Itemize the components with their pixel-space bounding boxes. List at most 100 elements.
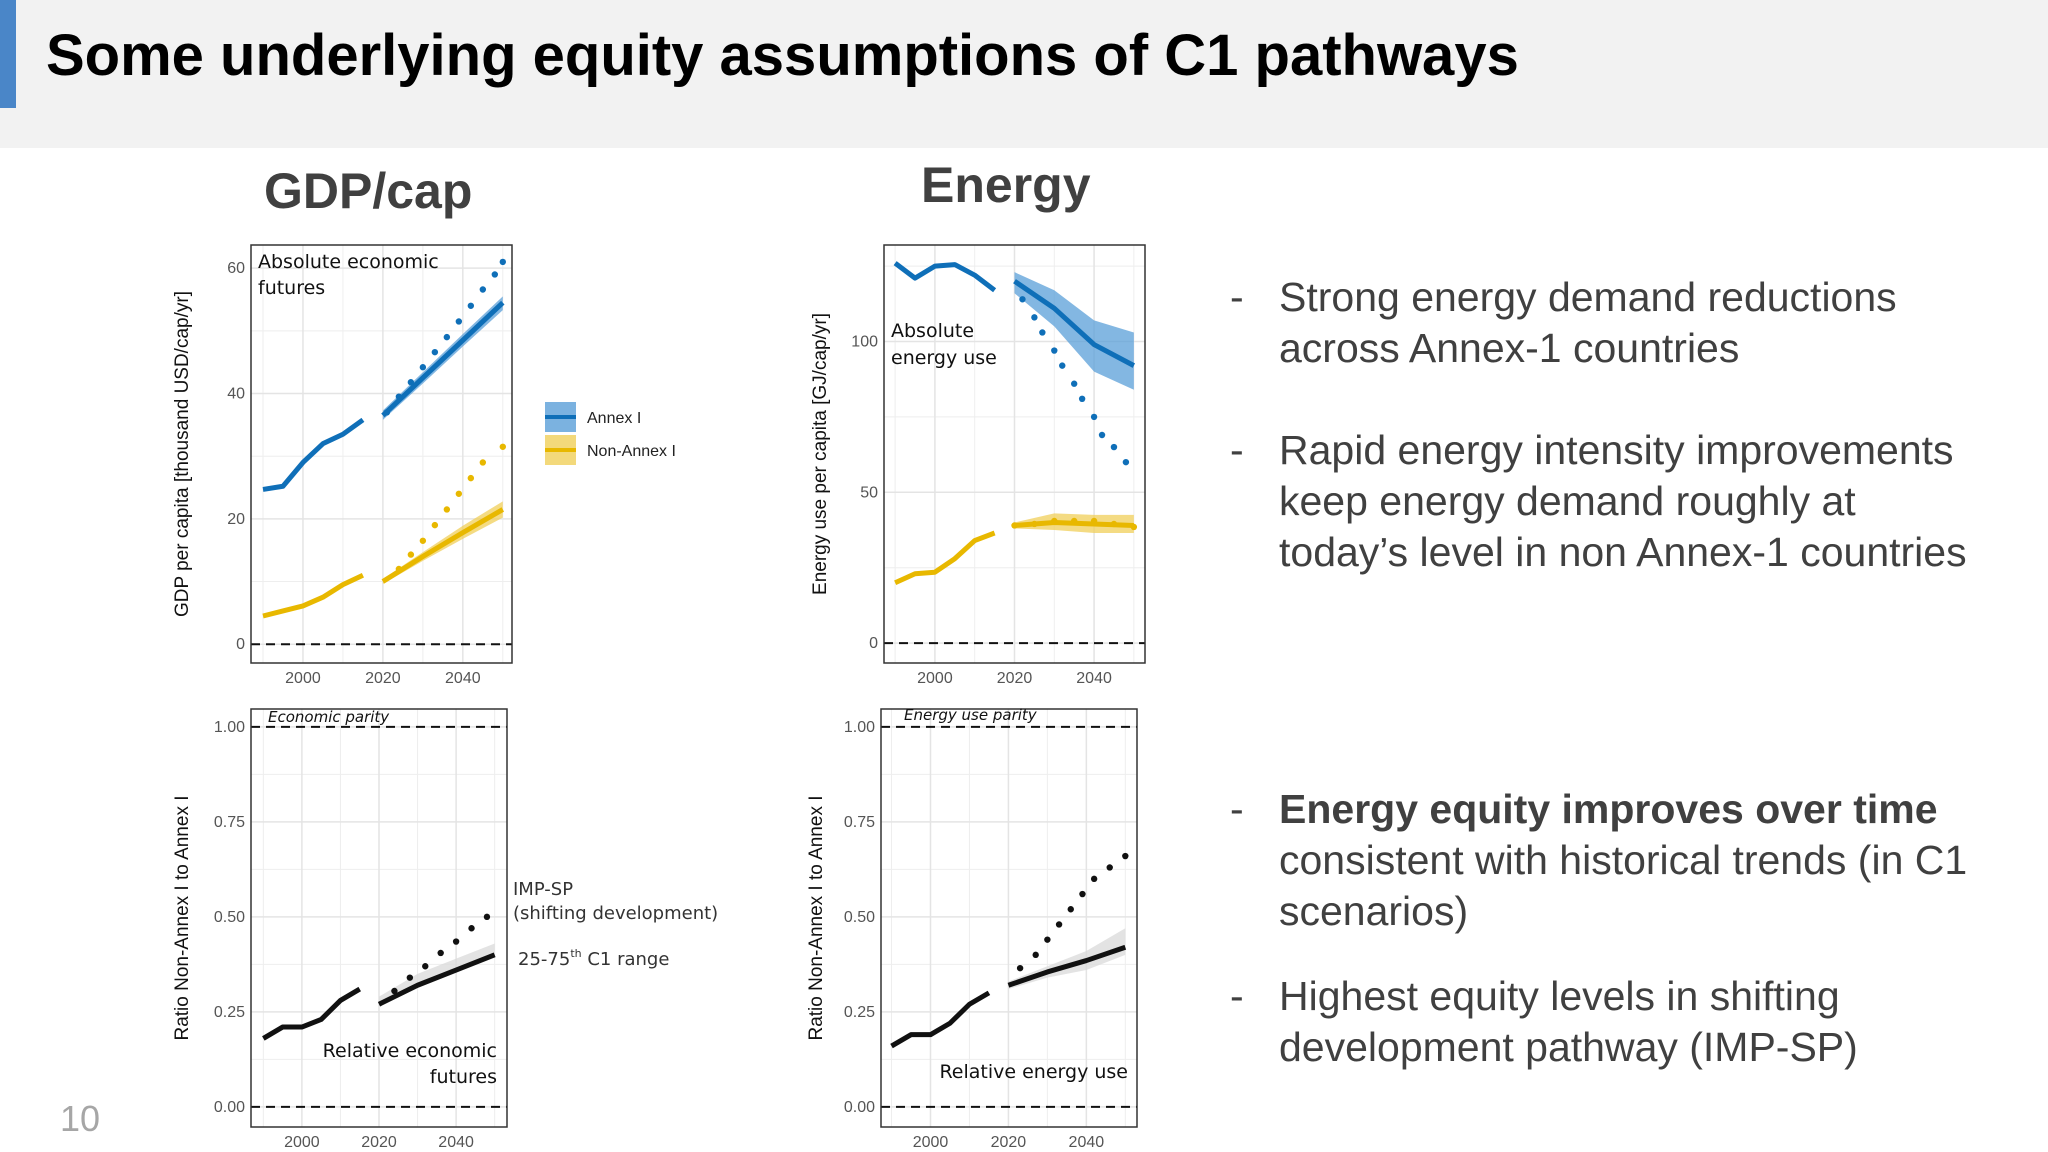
- page-number: 10: [60, 1098, 101, 1139]
- y-tick-label: 0.00: [214, 1099, 245, 1116]
- bullet-line: Rapid energy intensity improvements: [1279, 427, 1954, 473]
- series-line: [377, 952, 496, 1007]
- y-tick-label: 100: [851, 334, 878, 351]
- y-tick-label: 1.00: [214, 719, 245, 736]
- imp-sp-point: [431, 348, 439, 356]
- bullet-line: keep energy demand roughly at: [1279, 478, 1856, 524]
- bullet-line: Strong energy demand reductions: [1279, 274, 1897, 320]
- imp-sp-point: [1098, 431, 1106, 439]
- plot-frame: [880, 708, 1138, 1128]
- imp-sp-point: [395, 393, 403, 400]
- series-line: [894, 530, 996, 586]
- chart-annotation: futures: [258, 277, 325, 299]
- imp-sp-point: [1110, 520, 1118, 528]
- bullet-line: scenarios): [1279, 888, 1469, 934]
- imp-sp-point: [1051, 517, 1058, 525]
- imp-sp-point: [1090, 517, 1098, 525]
- imp-sp-point: [406, 974, 414, 981]
- series-line: [1013, 279, 1136, 368]
- bullet-dash: -: [1230, 786, 1244, 832]
- y-axis-title: Energy use per capita [GJ/cap/yr]: [810, 313, 831, 595]
- imp-sp-point: [1067, 906, 1074, 913]
- imp-sp-point: [1011, 522, 1018, 529]
- y-axis-title: GDP per capita [thousand USD/cap/yr]: [172, 291, 193, 617]
- imp-sp-point: [467, 474, 475, 482]
- imp-sp-point: [422, 963, 429, 970]
- y-tick-label: 60: [227, 260, 245, 277]
- imp-sp-point: [443, 506, 451, 513]
- imp-sp-point: [1039, 329, 1046, 336]
- range-label-post: C1 range: [582, 949, 670, 970]
- y-tick-label: 0.00: [844, 1099, 875, 1116]
- chart-annotation: Energy use parity: [904, 706, 1038, 724]
- imp-sp-point: [1070, 517, 1078, 525]
- chart-annotation: Absolute economic: [258, 251, 439, 273]
- x-tick-label: 2040: [1076, 670, 1112, 687]
- imp-sp-point: [1059, 362, 1066, 369]
- imp-sp-point: [1130, 523, 1138, 531]
- imp-sp-point: [1090, 413, 1098, 421]
- range-label-pre: 25-75: [518, 949, 570, 970]
- x-tick-label: 2020: [991, 1134, 1027, 1151]
- y-tick-label: 40: [227, 386, 245, 403]
- series-line: [381, 300, 505, 418]
- chart-energy_ratio: 2000 2020 2040 0.00 0.25 0.50 0.75 1.00 Ratio No…: [806, 706, 1138, 1151]
- section-title-energy: Energy: [921, 157, 1091, 213]
- range-label-sup: th: [570, 947, 581, 960]
- plot-frame: [250, 708, 508, 1128]
- legend-label: Annex I: [587, 410, 641, 427]
- imp-sp-point: [1078, 395, 1086, 403]
- series-line: [1007, 944, 1127, 988]
- imp-sp-point: [419, 364, 427, 371]
- x-tick-label: 2000: [917, 670, 953, 687]
- bullet-line: consistent with historical trends (in C1: [1279, 837, 1968, 883]
- bullet-dash: -: [1230, 274, 1244, 320]
- y-axis-title: Ratio Non-Annex I to Annex I: [172, 795, 193, 1040]
- bullet-line: development pathway (IMP-SP): [1279, 1024, 1858, 1070]
- y-tick-label: 0.50: [214, 909, 245, 926]
- imp-sp-point: [1122, 458, 1130, 466]
- x-tick-label: 2040: [1069, 1134, 1105, 1151]
- c1-range-band: [1014, 272, 1134, 390]
- bullet-bold-line: Energy equity improves over time: [1279, 786, 1938, 832]
- imp-sp-point: [1051, 347, 1058, 354]
- imp-sp-point: [1055, 921, 1063, 928]
- x-tick-label: 2040: [445, 670, 481, 687]
- imp-sp-sublabel: (shifting development): [513, 903, 718, 924]
- bullet-line: across Annex-1 countries: [1279, 325, 1740, 371]
- y-tick-label: 0.25: [214, 1004, 245, 1021]
- imp-sp-point: [1070, 380, 1078, 387]
- x-tick-label: 2020: [361, 1134, 397, 1151]
- legend: Annex I Non-Annex I: [545, 402, 676, 465]
- imp-sp-point: [1044, 936, 1051, 943]
- y-tick-label: 50: [860, 484, 878, 501]
- imp-sp-point: [431, 521, 439, 529]
- chart-energy_abs: 2000 2020 2040 0 50 100 Energy use per capita …: [810, 244, 1146, 687]
- x-tick-label: 2000: [285, 670, 321, 687]
- series-line: [262, 986, 361, 1041]
- imp-sp-point: [1079, 890, 1086, 898]
- chart-annotation: futures: [430, 1066, 497, 1088]
- slide-header: Some underlying equity assumptions of C1…: [0, 0, 2048, 148]
- imp-sp-point: [1122, 852, 1129, 860]
- series-line: [893, 261, 997, 293]
- y-tick-label: 0: [869, 635, 878, 652]
- range-label: 25-75th C1 range: [518, 947, 669, 970]
- imp-sp-point: [467, 302, 475, 309]
- imp-sp-point: [383, 409, 391, 416]
- chart-annotation: Economic parity: [268, 708, 390, 726]
- imp-sp-point: [437, 949, 444, 957]
- legend-label: Non-Annex I: [587, 443, 676, 460]
- imp-sp-point: [1090, 875, 1098, 883]
- imp-sp-point: [479, 286, 487, 293]
- plot-frame: [883, 244, 1146, 664]
- y-tick-label: 0.75: [214, 814, 245, 831]
- bullet-dash: -: [1230, 973, 1244, 1019]
- imp-sp-point: [1016, 964, 1024, 972]
- y-axis-title: Ratio Non-Annex I to Annex I: [806, 795, 827, 1040]
- y-tick-label: 0.25: [844, 1004, 875, 1021]
- section-title-gdp: GDP/cap: [264, 163, 473, 219]
- y-tick-label: 0.50: [844, 909, 875, 926]
- imp-sp-point: [1032, 951, 1039, 959]
